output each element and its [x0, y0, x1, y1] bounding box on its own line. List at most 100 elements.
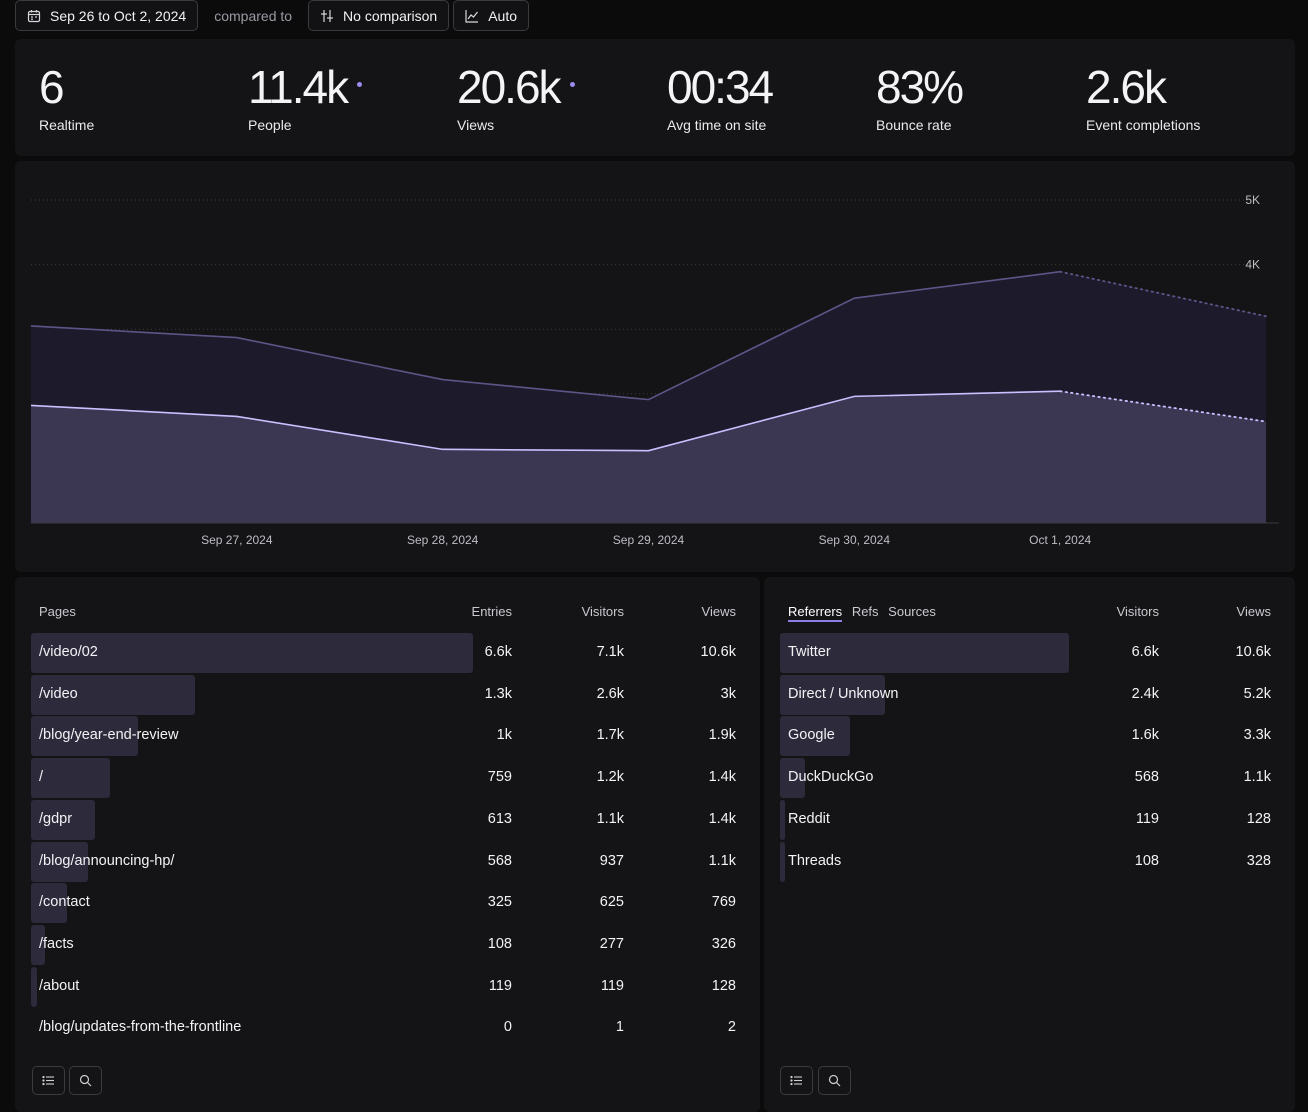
visitors-header[interactable]: Visitors [1116, 604, 1159, 619]
entries-value: 325 [487, 894, 512, 911]
series-line-people [30, 390, 1061, 452]
row-share-bar [31, 841, 89, 882]
row-share-bar [780, 633, 1069, 673]
compared-to-label: compared to [214, 7, 293, 24]
views-header[interactable]: Views [1236, 604, 1271, 619]
row-share-bar [780, 716, 850, 757]
page-path[interactable]: /gdpr [39, 810, 73, 827]
visitors-value: 1.7k [596, 727, 624, 744]
table-row[interactable]: /blog/year-end-review 1k 1.7k 1.9k [31, 716, 744, 757]
views-header[interactable]: Views [701, 604, 736, 619]
stat-value: 6 [39, 61, 65, 113]
date-range-button[interactable]: Sep 26 to Oct 2, 2024 [15, 0, 199, 31]
table-row[interactable]: / 759 1.2k 1.4k [31, 758, 744, 799]
stat-label: Views [457, 117, 495, 133]
table-row[interactable]: Direct / Unknown 2.4k 5.2k [780, 674, 1279, 715]
stat-realtime[interactable]: 6 Realtime [39, 61, 94, 133]
referrers-search-button[interactable] [818, 1066, 851, 1095]
entries-value: 0 [503, 1019, 512, 1036]
series-partial-line-people [1059, 390, 1267, 423]
visitors-value: 1 [615, 1019, 624, 1036]
referrer-name[interactable]: Twitter [788, 644, 831, 660]
stat-label: Avg time on site [667, 117, 767, 133]
visitors-value: 625 [599, 894, 624, 911]
stat-value: 20.6k [457, 61, 562, 113]
stat-label: Bounce rate [876, 117, 952, 133]
stat-views[interactable]: 20.6k Views [457, 61, 575, 133]
visitors-value: 1.2k [596, 769, 624, 786]
stat-value: 11.4k [248, 61, 349, 113]
visitors-value: 7.1k [596, 644, 624, 660]
page-path[interactable]: /video [39, 685, 78, 702]
compare-icon [321, 9, 334, 22]
visitors-value: 277 [599, 935, 624, 952]
tab-sources[interactable]: Sources [888, 604, 936, 619]
entries-value: 613 [487, 810, 512, 827]
table-row[interactable]: /facts 108 277 326 [31, 924, 744, 965]
series-partial-line-views [1059, 270, 1267, 318]
views-value: 769 [711, 894, 736, 911]
tab-refs[interactable]: Refs [851, 604, 879, 619]
list-icon [42, 1075, 54, 1086]
stat-people[interactable]: 11.4k People [248, 61, 363, 133]
referrer-name[interactable]: Threads [788, 852, 842, 869]
page-path[interactable]: /blog/updates-from-the-frontline [39, 1019, 242, 1036]
table-row[interactable]: Threads 108 328 [780, 841, 1279, 882]
page-path[interactable]: /contact [39, 894, 90, 911]
pages-panel: Pages Entries Visitors Views /video/02 6.… [15, 577, 760, 1112]
search-icon [79, 1074, 92, 1087]
stat-value: 00:34 [667, 61, 774, 113]
stat-value: 2.6k [1086, 61, 1167, 113]
row-share-bar [31, 966, 38, 1007]
views-value: 128 [711, 977, 736, 994]
toolbar: Sep 26 to Oct 2, 2024 compared to No com… [15, 0, 530, 31]
visitors-value: 937 [599, 852, 624, 869]
visitors-value: 108 [1134, 852, 1159, 869]
table-row[interactable]: /contact 325 625 769 [31, 883, 744, 924]
interval-button[interactable]: Auto [453, 0, 530, 31]
referrer-name[interactable]: Direct / Unknown [788, 685, 899, 702]
views-value: 1.1k [708, 852, 736, 869]
table-row[interactable]: /blog/updates-from-the-frontline 0 1 2 [31, 1008, 744, 1048]
row-share-bar [780, 841, 785, 882]
page-path[interactable]: /video/02 [39, 644, 98, 660]
table-row[interactable]: /blog/announcing-hp/568 937 1.1k [31, 841, 744, 882]
tab-referrers[interactable]: Referrers [788, 604, 843, 622]
views-value: 10.6k [1235, 644, 1271, 660]
y-tick-label: 5K [1245, 193, 1260, 207]
table-row[interactable]: /video/02 6.6k 7.1k 10.6k [31, 633, 744, 673]
row-share-bar [31, 716, 138, 757]
page-path[interactable]: /about [39, 977, 80, 994]
pages-list-button[interactable] [32, 1066, 65, 1095]
referrers-list-button[interactable] [780, 1066, 813, 1095]
stat-avg-time[interactable]: 00:34 Avg time on site [667, 61, 774, 133]
stats-panel: 6 Realtime 11.4k People 20.6k Views 00:3… [15, 39, 1295, 156]
entries-header[interactable]: Entries [471, 604, 512, 619]
pages-search-button[interactable] [69, 1066, 102, 1095]
views-value: 1.1k [1243, 769, 1271, 786]
table-row[interactable]: Twitter 6.6k 10.6k [780, 633, 1279, 673]
search-icon [828, 1074, 841, 1087]
stat-event-completions[interactable]: 2.6k Event completions [1086, 61, 1200, 133]
referrer-name[interactable]: Reddit [788, 810, 830, 827]
page-path[interactable]: / [39, 769, 44, 786]
row-share-bar [31, 924, 46, 965]
table-row[interactable]: /gdpr 613 1.1k 1.4k [31, 799, 744, 840]
comparison-button[interactable]: No comparison [308, 0, 450, 31]
table-row[interactable]: Google 1.6k 3.3k [780, 716, 1279, 757]
table-row[interactable]: /about 119 119 128 [31, 966, 744, 1007]
visitors-header[interactable]: Visitors [581, 604, 624, 619]
x-tick-label: Oct 1, 2024 [1029, 533, 1091, 547]
table-row[interactable]: Reddit 119 128 [780, 799, 1279, 840]
page-path[interactable]: /blog/announcing-hp/ [39, 852, 175, 869]
stat-bounce-rate[interactable]: 83% Bounce rate [876, 61, 964, 133]
table-row[interactable]: /video 1.3k 2.6k 3k [31, 674, 744, 715]
visitors-value: 1.6k [1131, 727, 1159, 744]
table-row[interactable]: DuckDuckGo 568 1.1k [780, 758, 1279, 799]
referrer-name[interactable]: Google [788, 727, 835, 744]
referrer-name[interactable]: DuckDuckGo [788, 769, 874, 786]
page-path[interactable]: /facts [39, 935, 74, 952]
page-path[interactable]: /blog/year-end-review [39, 727, 179, 744]
